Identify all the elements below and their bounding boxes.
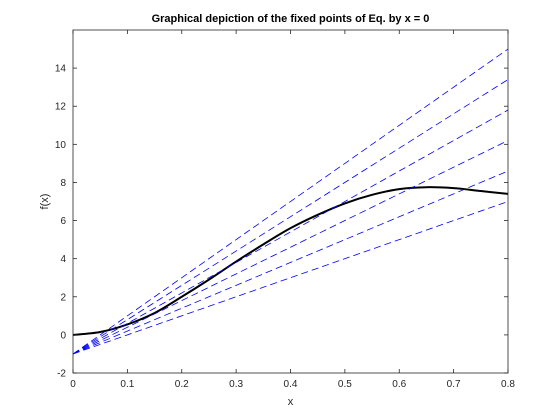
series-dashed-line-3: [73, 109, 508, 355]
y-tick-label: 14: [55, 64, 67, 75]
y-tick-label: 2: [60, 292, 66, 303]
y-tick-label: 8: [60, 178, 66, 189]
x-tick-label: 0.3: [229, 379, 243, 390]
y-tick-label: -2: [57, 369, 66, 380]
x-tick-label: 0.8: [501, 379, 515, 390]
x-tick-label: 0: [70, 379, 76, 390]
y-axis-label: f(x): [39, 194, 51, 210]
series-dashed-line-1: [73, 48, 508, 355]
y-axis: -2 0 2 4 6 8 10 12 14: [55, 64, 508, 380]
y-tick-label: 0: [60, 330, 66, 341]
series-dashed-line-6: [73, 201, 508, 355]
y-tick-label: 12: [55, 102, 67, 113]
x-axis: 0 0.1 0.2 0.3 0.4 0.5 0.6 0.7 0.8: [70, 30, 515, 390]
x-tick-label: 0.2: [175, 379, 189, 390]
plot-area: [73, 48, 508, 355]
series-dashed-line-4: [73, 140, 508, 355]
y-tick-label: 10: [55, 140, 67, 151]
series-dashed-line-2: [73, 79, 508, 355]
x-tick-label: 0.4: [284, 379, 298, 390]
chart-title: Graphical depiction of the fixed points …: [152, 13, 430, 25]
x-tick-label: 0.7: [447, 379, 461, 390]
x-tick-label: 0.1: [120, 379, 134, 390]
series-dashed-line-5: [73, 170, 508, 355]
x-axis-label: x: [288, 396, 294, 408]
x-tick-label: 0.5: [338, 379, 352, 390]
series-curve-fx: [73, 186, 508, 336]
y-tick-label: 6: [60, 216, 66, 227]
y-tick-label: 4: [60, 254, 66, 265]
x-tick-label: 0.6: [392, 379, 406, 390]
